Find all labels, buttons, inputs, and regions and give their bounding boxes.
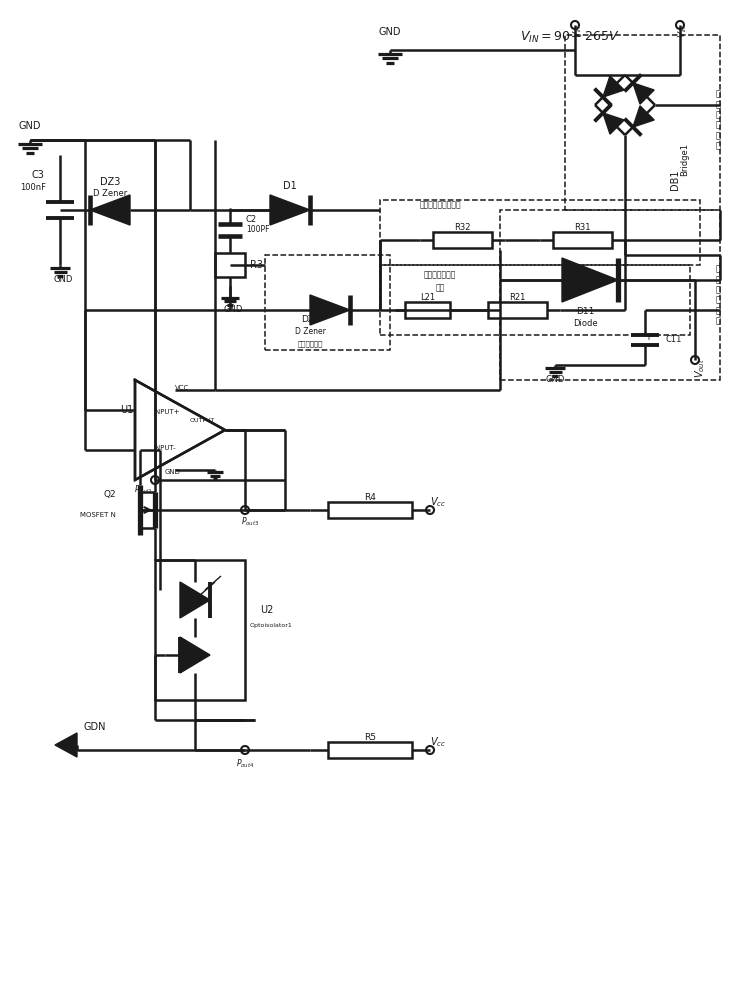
Text: GDN: GDN — [83, 722, 106, 732]
Bar — [328, 742, 412, 758]
Text: $V_{IN}=90\sim265V$: $V_{IN}=90\sim265V$ — [520, 29, 620, 45]
Text: MOSFET N: MOSFET N — [80, 512, 116, 518]
Text: 整
流
电
路
单
元: 整 流 电 路 单 元 — [716, 264, 721, 326]
Text: +: + — [644, 332, 652, 342]
Text: Diode: Diode — [573, 320, 597, 328]
Polygon shape — [90, 195, 130, 225]
Text: $P_{out4}$: $P_{out4}$ — [236, 758, 254, 770]
Bar — [155, 560, 245, 700]
Text: VCC: VCC — [175, 385, 189, 391]
Text: Optoisolator1: Optoisolator1 — [250, 622, 292, 628]
Polygon shape — [270, 195, 310, 225]
Text: OUTPUT: OUTPUT — [190, 418, 215, 422]
Text: R5: R5 — [364, 732, 376, 742]
Bar — [500, 210, 720, 380]
Circle shape — [571, 21, 579, 29]
Text: $P_{out2}$: $P_{out2}$ — [134, 484, 152, 496]
Text: C3: C3 — [32, 170, 44, 180]
Text: GND: GND — [545, 375, 565, 384]
Bar — [215, 253, 245, 277]
Bar — [380, 265, 690, 335]
Text: 100PF: 100PF — [246, 226, 269, 234]
Bar — [433, 232, 492, 248]
Bar — [405, 302, 450, 318]
Circle shape — [151, 476, 159, 484]
Bar — [488, 302, 548, 318]
Text: R3: R3 — [250, 260, 263, 270]
Circle shape — [241, 506, 249, 514]
Polygon shape — [180, 637, 210, 673]
Text: R4: R4 — [364, 492, 376, 502]
Text: R31: R31 — [574, 223, 591, 232]
Text: 整
流
电
路
单
元: 整 流 电 路 单 元 — [716, 90, 721, 150]
Bar — [553, 232, 612, 248]
Text: GND: GND — [379, 27, 401, 37]
Text: 第二路整流滤波: 第二路整流滤波 — [424, 270, 456, 279]
Polygon shape — [135, 380, 225, 480]
Circle shape — [676, 21, 684, 29]
Polygon shape — [633, 83, 654, 104]
Polygon shape — [562, 258, 618, 302]
Text: $V_{out}$: $V_{out}$ — [693, 358, 707, 378]
Text: R32: R32 — [454, 223, 471, 232]
Polygon shape — [310, 295, 350, 325]
Text: D Zener: D Zener — [93, 190, 127, 198]
Text: L21: L21 — [420, 292, 435, 302]
Text: Q2: Q2 — [104, 490, 116, 499]
Text: $V_{cc}$: $V_{cc}$ — [430, 735, 446, 749]
Polygon shape — [55, 733, 77, 757]
Text: U1: U1 — [120, 405, 134, 415]
Text: 第三路整流滤波单元: 第三路整流滤波单元 — [419, 200, 460, 210]
Bar — [328, 502, 412, 518]
Text: 单元: 单元 — [435, 284, 445, 292]
Circle shape — [241, 746, 249, 754]
Text: U2: U2 — [260, 605, 273, 615]
Text: $V_{in}$: $V_{in}$ — [572, 24, 584, 38]
Text: C11: C11 — [665, 336, 681, 344]
Polygon shape — [180, 582, 210, 618]
Text: 整流滤波单元: 整流滤波单元 — [297, 341, 322, 347]
Text: DZ4: DZ4 — [301, 316, 320, 324]
Text: C2: C2 — [246, 216, 257, 225]
Circle shape — [691, 356, 699, 364]
Bar — [380, 200, 700, 265]
Text: $V_{cc}$: $V_{cc}$ — [430, 495, 446, 509]
Text: R21: R21 — [509, 292, 526, 302]
Text: INPUT-: INPUT- — [153, 445, 176, 451]
Text: DZ3: DZ3 — [100, 177, 120, 187]
Text: $V_{in}$: $V_{in}$ — [676, 24, 689, 38]
Text: D11: D11 — [576, 308, 594, 316]
Text: $P_{out3}$: $P_{out3}$ — [241, 516, 260, 528]
Circle shape — [426, 506, 434, 514]
Text: GND: GND — [165, 469, 181, 475]
Circle shape — [426, 746, 434, 754]
Bar — [565, 35, 720, 210]
Polygon shape — [603, 76, 624, 97]
Text: D1: D1 — [284, 181, 297, 191]
Text: 100nF: 100nF — [20, 184, 46, 192]
Polygon shape — [603, 113, 624, 134]
Text: D Zener: D Zener — [295, 328, 326, 336]
Text: GND: GND — [53, 275, 73, 284]
Text: INPUT+: INPUT+ — [153, 409, 180, 415]
Text: GND: GND — [224, 304, 243, 314]
Text: Bridge1: Bridge1 — [680, 143, 689, 176]
Text: DB1: DB1 — [670, 170, 680, 190]
Polygon shape — [633, 106, 654, 127]
Text: GND: GND — [19, 121, 41, 131]
Bar — [265, 255, 390, 350]
